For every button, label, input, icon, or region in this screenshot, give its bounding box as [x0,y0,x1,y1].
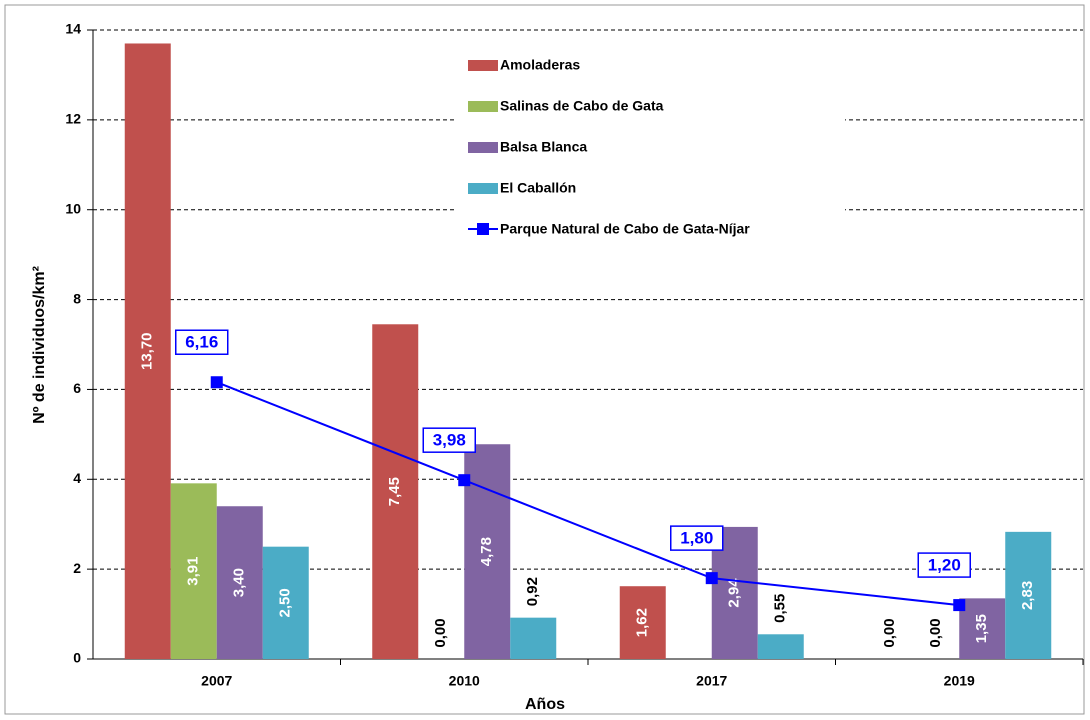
y-tick-label: 8 [73,290,81,306]
legend-swatch [468,60,498,71]
legend-swatch [468,101,498,112]
line-value-label: 3,98 [433,431,466,450]
legend-label: Amoladeras [500,57,580,73]
bar [757,634,804,659]
bar-value-label: 13,70 [139,332,156,370]
y-tick-label: 6 [73,380,81,396]
bar [372,324,419,659]
x-axis-label: Años [525,696,565,713]
x-tick-label: 2007 [201,673,232,689]
bar-value-label: 0,55 [772,594,789,623]
bar [262,546,309,659]
legend-label: El Caballón [500,180,576,196]
y-tick-label: 14 [65,21,81,37]
y-tick-label: 0 [73,650,81,666]
bar-value-label: 2,94 [726,578,743,608]
bar-value-label: 1,35 [973,614,990,643]
legend-swatch [468,183,498,194]
line-label-box [917,552,971,578]
line-marker [705,572,718,585]
legend-label: Balsa Blanca [500,139,587,155]
bar [464,444,511,659]
x-tick-label: 2010 [449,673,480,689]
y-tick-label: 10 [65,200,81,216]
x-tick-label: 2017 [696,673,727,689]
bar-value-label: 0,00 [927,618,944,647]
line-value-label: 6,16 [185,333,218,352]
line-marker [210,376,223,389]
line-marker [458,474,471,487]
bar [170,483,217,659]
line-label-box [422,427,476,453]
bar [124,43,171,659]
line-value-label: 1,80 [680,529,713,548]
bar-value-label: 4,78 [478,537,495,566]
y-tick-label: 12 [65,111,81,127]
x-tick-label: 2019 [944,673,975,689]
line-value-label: 1,20 [928,556,961,575]
line-label-box [175,329,229,355]
bar-value-label: 3,40 [231,568,248,597]
y-tick-label: 4 [73,470,81,486]
bar-value-label: 1,62 [634,608,651,637]
bar-value-label: 7,45 [386,477,403,506]
legend-background [455,45,845,255]
y-tick-label: 2 [73,560,81,576]
line [216,381,960,607]
bar-value-label: 0,92 [524,577,541,606]
bar-value-label: 0,00 [432,618,449,647]
line-marker [953,599,966,612]
bar-value-label: 0,00 [881,618,898,647]
legend-swatch [468,142,498,153]
y-axis-label: Nº de individuos/km² [31,266,48,424]
bar [216,506,263,659]
bar [619,586,666,659]
bar-value-label: 2,83 [1019,581,1036,610]
legend-label: Parque Natural de Cabo de Gata-Níjar [500,221,750,237]
bar [510,617,557,659]
bar-value-label: 2,50 [277,588,294,617]
legend-marker [477,223,489,235]
bar [1005,531,1052,659]
legend-label: Salinas de Cabo de Gata [500,98,664,114]
bar [959,598,1006,659]
bar-value-label: 3,91 [185,557,202,586]
line-label-box [670,525,724,551]
